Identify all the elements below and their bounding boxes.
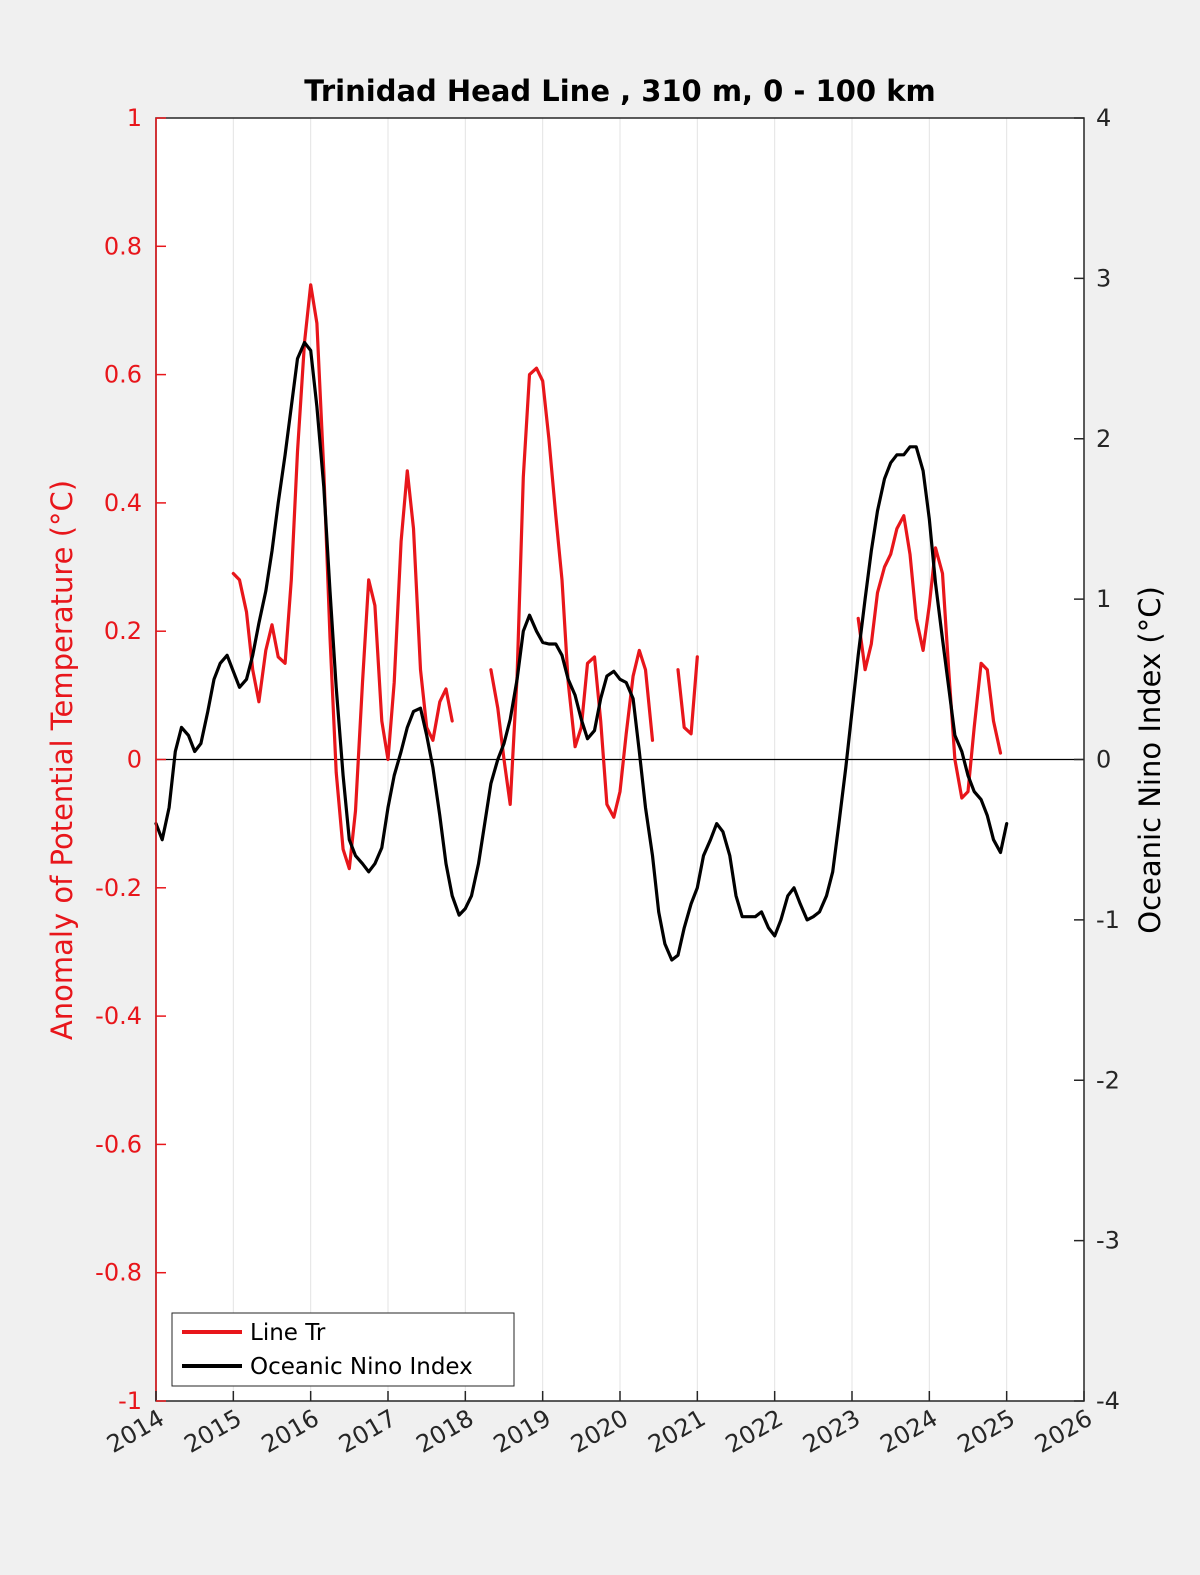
left-y-axis-label: Anomaly of Potential Temperature (°C) — [45, 480, 79, 1040]
legend-box — [171, 1312, 515, 1387]
left-y-tick-label: -0.8 — [95, 1259, 142, 1287]
line-tr-series-path — [856, 514, 1003, 800]
legend-label-line-tr: Line Tr — [250, 1320, 326, 1346]
chart-title: Trinidad Head Line , 310 m, 0 - 100 km — [304, 74, 935, 108]
left-y-tick-label: -1 — [118, 1387, 142, 1415]
left-y-tick-label: 1 — [127, 104, 142, 132]
right-y-tick-label: 1 — [1096, 585, 1111, 613]
left-y-tick-label: 0.8 — [104, 232, 142, 260]
right-y-tick-label: 2 — [1096, 425, 1111, 453]
line-tr-series-path — [231, 283, 454, 871]
legend-label-oni: Oceanic Nino Index — [250, 1354, 473, 1380]
left-y-tick-label: 0.6 — [104, 361, 142, 389]
right-y-tick-label: -3 — [1096, 1227, 1120, 1255]
left-y-tick-label: -0.6 — [95, 1130, 142, 1158]
right-y-tick-label: 3 — [1096, 264, 1111, 292]
oni-series-path — [154, 340, 1009, 962]
right-y-axis-ticks: -4 -3 -2 -1 0 1 2 3 4 — [1074, 104, 1120, 1415]
left-y-tick-label: -0.2 — [95, 874, 142, 902]
right-y-tick-label: -4 — [1096, 1387, 1120, 1415]
right-y-tick-label: -2 — [1096, 1066, 1120, 1094]
left-y-tick-label: 0.4 — [104, 489, 142, 517]
left-y-axis-ticks: -1 -0.8 -0.6 -0.4 -0.2 0 0.2 0.4 0.6 0.8 1 — [95, 104, 166, 1415]
left-y-tick-label: 0 — [127, 746, 142, 774]
left-y-tick-label: -0.4 — [95, 1002, 142, 1030]
series-lines — [154, 283, 1009, 962]
right-y-tick-label: 0 — [1096, 746, 1111, 774]
right-y-axis-label: Oceanic Nino Index (°C) — [1133, 586, 1167, 934]
line-tr-series-path — [676, 655, 699, 736]
left-y-tick-label: 0.2 — [104, 617, 142, 645]
right-y-tick-label: -1 — [1096, 906, 1120, 934]
line-tr-series-path — [489, 366, 655, 819]
right-y-tick-label: 4 — [1096, 104, 1111, 132]
legend: Line Tr Oceanic Nino Index — [171, 1312, 515, 1387]
